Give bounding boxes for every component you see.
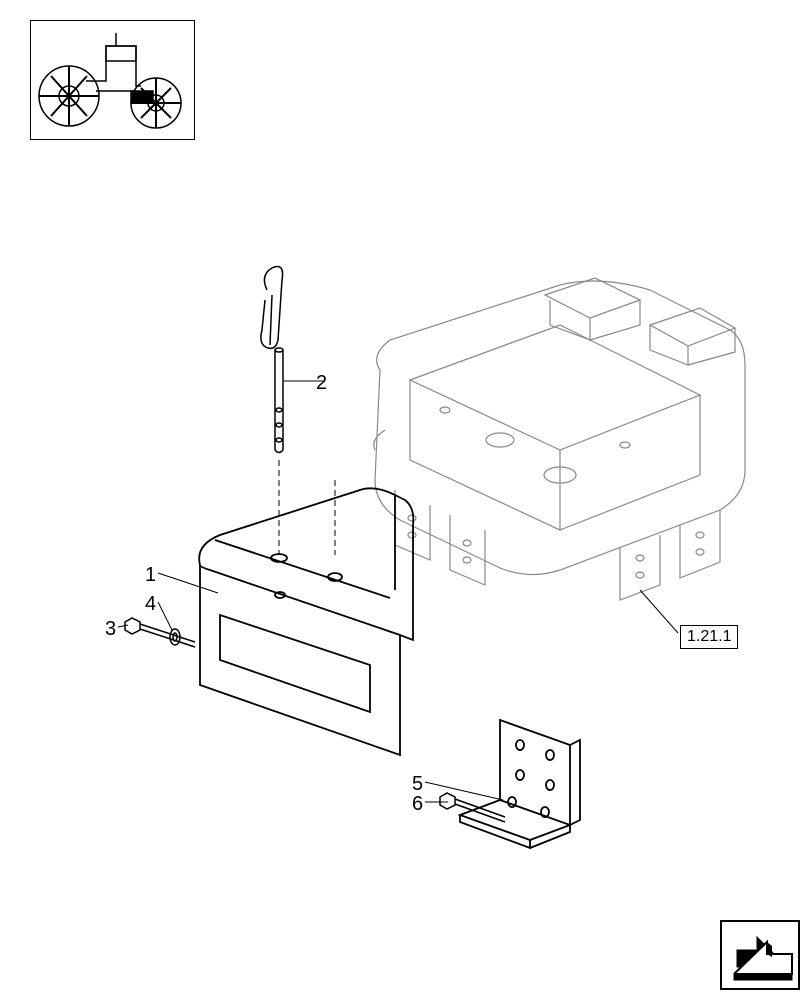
label-1: 1 — [145, 564, 156, 587]
label-3: 3 — [105, 618, 116, 641]
part-bracket — [199, 488, 413, 755]
reference-box: 1.21.1 — [680, 625, 738, 649]
label-6: 6 — [412, 793, 423, 816]
part-plate — [460, 720, 580, 848]
part-bolt-left — [125, 618, 195, 647]
arrow-right-icon — [722, 922, 802, 992]
leader-lines — [118, 381, 678, 802]
main-diagram — [0, 0, 812, 1000]
part-bolt-right — [440, 793, 505, 822]
label-2: 2 — [316, 372, 327, 395]
label-4: 4 — [145, 593, 156, 616]
nav-arrow-box[interactable] — [720, 920, 800, 990]
context-housing — [374, 278, 745, 600]
part-pin — [261, 267, 283, 453]
